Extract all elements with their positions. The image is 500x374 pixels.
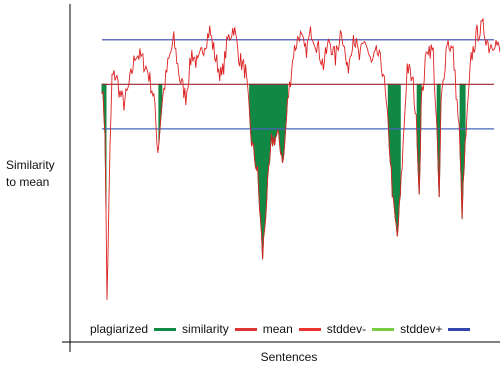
legend-item-plagiarized: plagiarized: [90, 322, 177, 336]
legend-label: stddev-: [326, 322, 367, 336]
legend: plagiarized similarity mean stddev- stdd…: [90, 322, 476, 336]
legend-swatch: [154, 327, 177, 331]
legend-item-stddev-plus: stddev+: [400, 322, 471, 336]
legend-swatch: [298, 327, 321, 331]
legend-label: plagiarized: [90, 322, 149, 336]
legend-label: mean: [262, 322, 293, 336]
legend-item-stddev-minus: stddev-: [326, 322, 395, 336]
y-axis-label-line-1: Similarity: [6, 158, 55, 172]
legend-swatch: [448, 327, 471, 331]
x-axis-label: Sentences: [260, 350, 318, 364]
legend-item-similarity: similarity: [182, 322, 257, 336]
legend-label: stddev+: [400, 322, 443, 336]
similarity-series-line: [101, 18, 500, 300]
legend-swatch: [372, 327, 395, 331]
y-axis-label: Similarity to mean: [6, 157, 55, 191]
legend-swatch: [234, 327, 257, 331]
legend-item-mean: mean: [263, 322, 321, 336]
y-axis-label-line-2: to mean: [6, 175, 50, 189]
legend-label: similarity: [182, 322, 229, 336]
plot-area: [101, 18, 500, 300]
